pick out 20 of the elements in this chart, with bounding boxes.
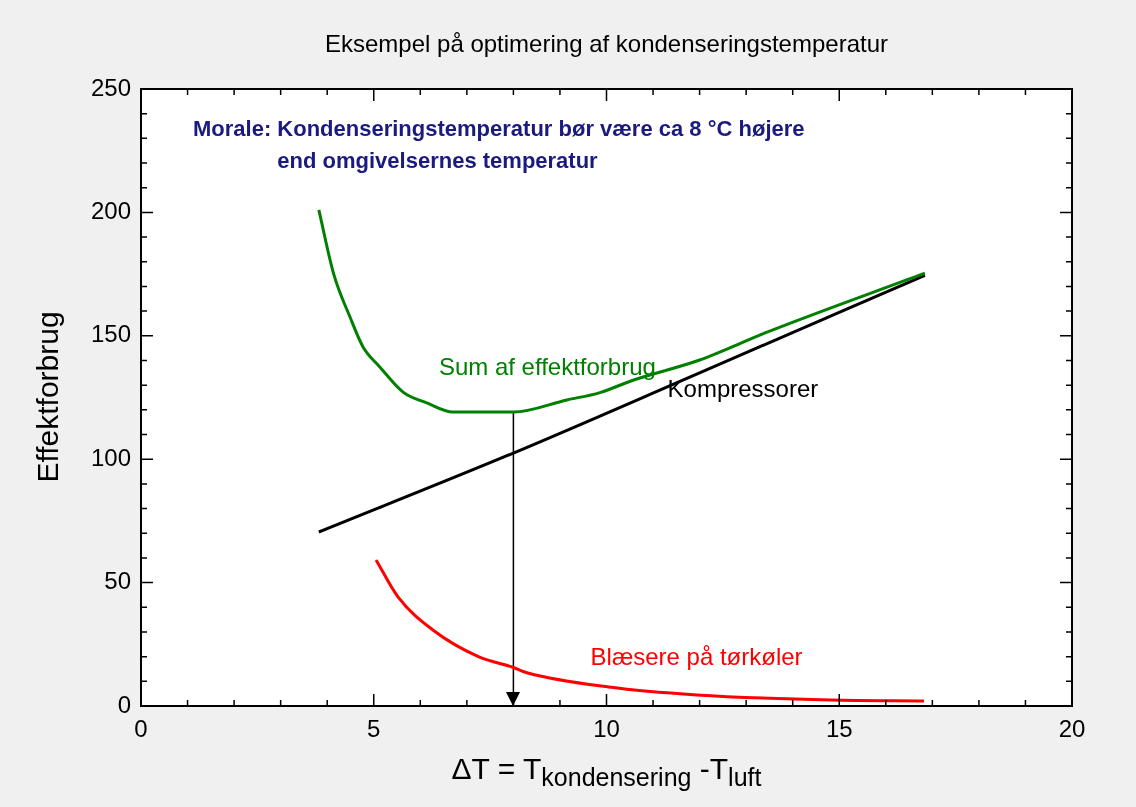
chart-title: Eksempel på optimering af kondenseringstemperatur	[324, 30, 889, 58]
y-axis-title: Effektforbrug	[31, 311, 65, 483]
series-label: Sum af effektforbrug	[438, 353, 656, 381]
y-tick-label: 200	[90, 197, 131, 225]
x-axis-title: ΔT = T$_{kondensering}$ -T$_{luft}$	[450, 752, 763, 792]
y-tick-label: 50	[104, 567, 131, 595]
y-tick-label: 250	[90, 73, 131, 101]
x-tick-label: 10	[593, 715, 620, 743]
y-tick-label: 150	[90, 320, 131, 348]
x-tick-label: 20	[1058, 715, 1086, 743]
series-label: Kompressorer	[667, 374, 819, 402]
y-tick-label: 0	[117, 690, 131, 718]
x-tick-label: 15	[825, 715, 853, 743]
line-series	[374, 558, 926, 703]
annotation: Morale: Kondenseringstemperatur bør være ca 8 °C højere end omgivelsernes temperatur	[193, 116, 805, 174]
y-tick-label: 100	[90, 443, 131, 471]
line-series	[317, 208, 927, 414]
x-tick-label: 0	[134, 715, 148, 743]
series-label: Blæsere på tørkøler	[590, 643, 803, 671]
x-tick-label: 5	[367, 715, 381, 743]
